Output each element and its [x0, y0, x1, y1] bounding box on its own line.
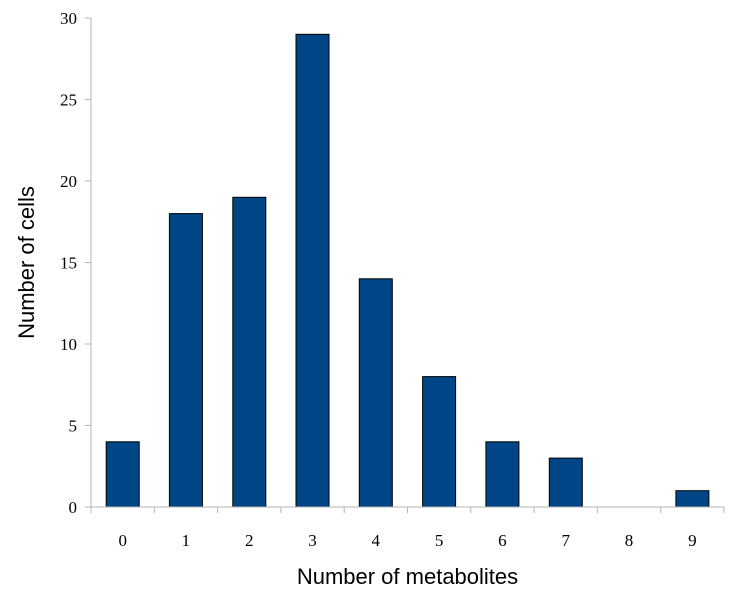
bar-3: [295, 33, 330, 508]
x-axis-title: Number of metabolites: [297, 564, 518, 589]
x-tick-label: 7: [562, 531, 571, 550]
y-tick-label: 5: [69, 417, 78, 436]
bar-1: [168, 213, 203, 508]
bar-7: [548, 457, 583, 508]
bar-4: [358, 278, 393, 508]
x-tick-label: 8: [625, 531, 634, 550]
x-tick-label: 4: [372, 531, 381, 550]
bar-0: [105, 441, 140, 508]
bar-6: [485, 441, 520, 508]
x-tick-label: 1: [182, 531, 191, 550]
x-ticks: 0 1 2 3 4 5 6 7 8 9: [90, 507, 725, 550]
bars-layer: [105, 33, 710, 508]
y-tick-label: 10: [60, 335, 77, 354]
y-tick-label: 0: [69, 498, 78, 517]
y-tick-label: 25: [60, 91, 77, 110]
bar-2: [232, 196, 267, 508]
bar-9: [675, 490, 710, 508]
y-axis-title: Number of cells: [14, 186, 39, 339]
y-tick-label: 30: [60, 9, 77, 28]
x-tick-label: 0: [118, 531, 127, 550]
x-tick-label: 5: [435, 531, 444, 550]
x-tick-label: 2: [245, 531, 254, 550]
x-tick-label: 3: [308, 531, 317, 550]
x-tick-label: 9: [688, 531, 697, 550]
y-tick-label: 15: [60, 254, 77, 273]
y-tick-label: 20: [60, 172, 77, 191]
x-tick-label: 6: [498, 531, 507, 550]
bar-5: [422, 376, 457, 508]
y-ticks: 0 5 10 15 20 25 30: [60, 9, 91, 517]
